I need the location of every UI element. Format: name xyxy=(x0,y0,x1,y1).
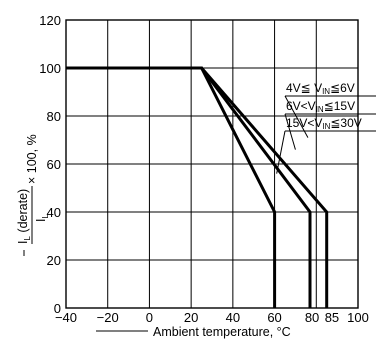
legend-leader-line xyxy=(276,130,286,174)
x-tick-label: 40 xyxy=(226,310,240,325)
grid-lines xyxy=(66,20,358,308)
y-tick-label: 0 xyxy=(54,301,61,316)
x-tick-label: −20 xyxy=(97,310,119,325)
legend: 4V≦ VIN≦6V 6V<VIN≦15V 15V<VIN≦30V xyxy=(276,81,376,174)
y-tick-label: 60 xyxy=(47,157,61,172)
y-tick-label: 120 xyxy=(39,13,61,28)
y-tick-labels: 0 20 40 60 80 100 120 xyxy=(39,13,61,316)
x-tick-label: 60 xyxy=(267,310,281,325)
x-tick-label: −40 xyxy=(55,310,77,325)
x-tick-labels: −40 −20 0 20 40 60 80 85 100 xyxy=(55,310,369,325)
x-tick-label: 80 xyxy=(305,310,319,325)
legend-label-3: 15V<VIN≦30V xyxy=(286,116,362,131)
legend-leader-line xyxy=(284,113,296,150)
legend-label-1: 4V≦ VIN≦6V xyxy=(286,81,355,96)
y-tick-label: 100 xyxy=(39,61,61,76)
y-axis-label: IL (derate) IL × 100, % xyxy=(16,134,50,256)
x-axis-label: Ambient temperature, °C xyxy=(153,325,291,339)
y-axis-label-denominator: IL xyxy=(34,214,50,222)
y-tick-label: 40 xyxy=(47,205,61,220)
y-axis-label-numerator: IL (derate) xyxy=(16,189,32,244)
series-curves xyxy=(66,66,329,308)
y-tick-label: 20 xyxy=(47,253,61,268)
series-line-3 xyxy=(66,66,277,308)
plot-frame xyxy=(65,19,359,309)
x-tick-label: 20 xyxy=(184,310,198,325)
y-axis-label-tail: × 100, % xyxy=(25,134,39,184)
y-tick-label: 80 xyxy=(47,109,61,124)
x-tick-label: 100 xyxy=(347,310,369,325)
x-tick-label: 85 xyxy=(325,310,339,325)
legend-label-2: 6V<VIN≦15V xyxy=(286,99,355,114)
x-tick-label: 0 xyxy=(146,310,153,325)
